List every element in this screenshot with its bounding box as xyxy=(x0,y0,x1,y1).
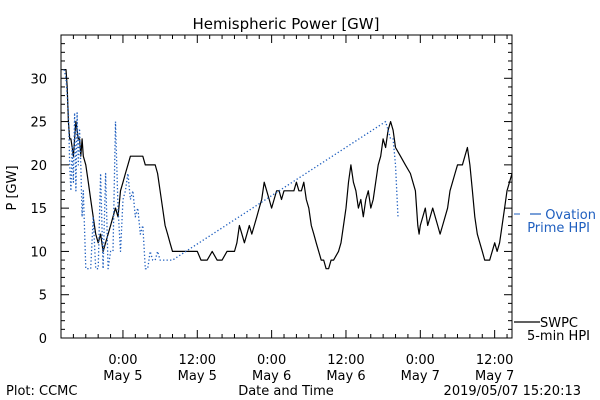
x-tick-date-label: May 7 xyxy=(401,369,440,384)
x-tick-date-label: May 5 xyxy=(178,369,217,384)
x-tick-date-label: May 7 xyxy=(475,369,514,384)
series-line-ovation-prime xyxy=(63,69,399,270)
y-axis: 0 5 10 15 20 25 30 xyxy=(30,34,512,347)
y-axis-label: P [GW] xyxy=(5,165,20,210)
y-tick-label: 25 xyxy=(30,116,47,131)
legend-label-swpc-line2: 5-min HPI xyxy=(527,329,590,344)
x-tick-time-label: 0:00 xyxy=(108,353,137,368)
legend-label-ovation-line1: Ovation xyxy=(545,208,596,223)
y-tick-label: 5 xyxy=(39,289,47,304)
legend-label-swpc-line1: SWPC xyxy=(540,316,578,331)
series-line-swpc xyxy=(64,69,513,270)
footer-plot-credit: Plot: CCMC xyxy=(6,384,77,399)
footer-timestamp: 2019/05/07 15:20:13 xyxy=(444,384,581,399)
y-tick-label: 20 xyxy=(30,159,47,174)
chart-title: Hemispheric Power [GW] xyxy=(193,15,380,33)
x-tick-date-label: May 6 xyxy=(326,369,365,384)
y-tick-label: 10 xyxy=(30,245,47,260)
x-tick-date-label: May 5 xyxy=(103,369,142,384)
x-axis-label: Date and Time xyxy=(238,384,334,399)
y-tick-label: 0 xyxy=(39,332,47,347)
x-tick-time-label: 12:00 xyxy=(476,353,513,368)
legend-label-ovation-line2: Prime HPI xyxy=(527,221,590,236)
x-tick-time-label: 0:00 xyxy=(406,353,435,368)
series-layer xyxy=(63,69,513,270)
y-tick-label: 30 xyxy=(30,72,47,87)
plot-frame xyxy=(60,34,513,339)
x-tick-time-label: 12:00 xyxy=(327,353,364,368)
y-tick-label: 15 xyxy=(30,202,47,217)
x-tick-time-label: 0:00 xyxy=(257,353,286,368)
x-tick-date-label: May 6 xyxy=(252,369,291,384)
x-tick-time-label: 12:00 xyxy=(179,353,216,368)
